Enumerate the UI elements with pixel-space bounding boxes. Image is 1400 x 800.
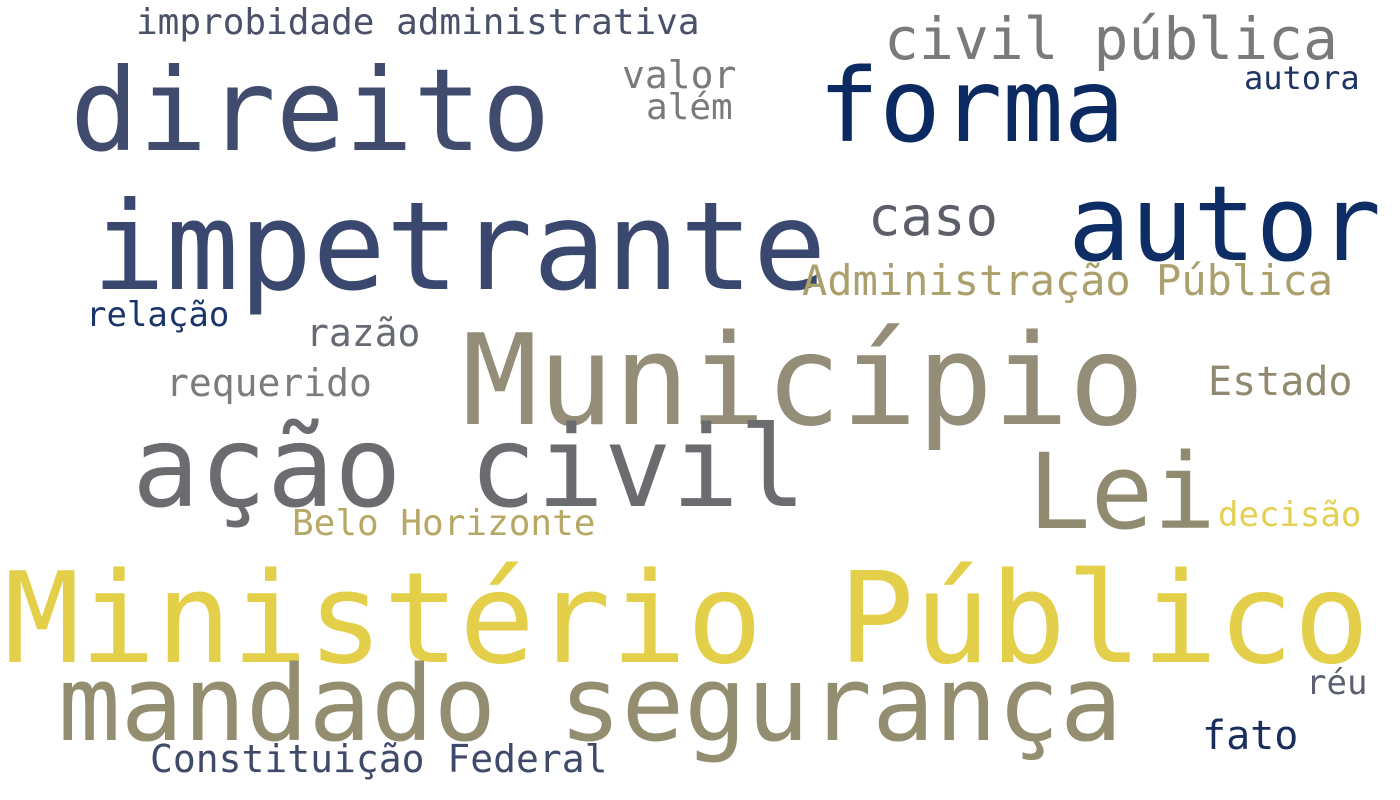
word-autor: autor: [1068, 163, 1382, 285]
word-relacao: relação: [86, 295, 230, 335]
word-razao: razão: [306, 311, 421, 355]
word-direito: direito: [70, 44, 551, 177]
word-acao-civil: ação civil: [132, 403, 807, 533]
word-belo-horizonte: Belo Horizonte: [292, 503, 596, 544]
word-valor: valor: [622, 53, 737, 97]
word-ministerio-publico: Ministério Público: [4, 545, 1370, 692]
word-administracao-publica: Administração Pública: [802, 256, 1334, 305]
word-fato: fato: [1202, 713, 1299, 759]
word-constituicao-federal: Constituição Federal: [150, 737, 608, 781]
word-estado: Estado: [1208, 359, 1353, 405]
word-mandado-seguranca: mandado segurança: [58, 643, 1123, 765]
word-reu: réu: [1306, 663, 1368, 703]
word-municipio: Município: [462, 307, 1145, 454]
word-alem: além: [646, 87, 733, 128]
word-requerido: requerido: [166, 361, 372, 405]
word-decisao: decisão: [1218, 495, 1362, 535]
word-impetrante: impetrante: [92, 176, 827, 318]
word-forma: forma: [818, 47, 1126, 166]
word-civil-publica: civil pública: [884, 5, 1338, 73]
word-autora: autora: [1244, 59, 1360, 97]
word-caso: caso: [868, 185, 999, 248]
word-improbidade-administrativa: improbidade administrativa: [136, 2, 700, 43]
word-lei: Lei: [1028, 431, 1216, 553]
